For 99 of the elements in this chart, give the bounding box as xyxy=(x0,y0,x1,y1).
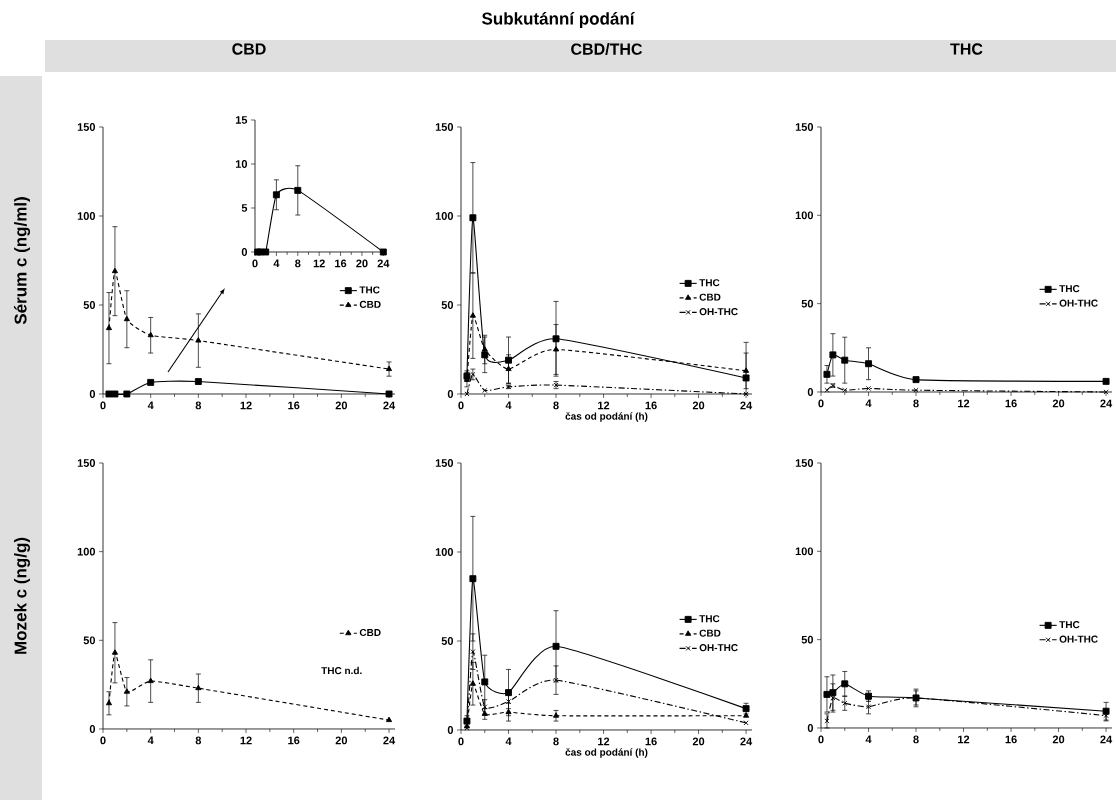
x-tick-label: 4 xyxy=(865,735,872,744)
legend-label: OH-THC xyxy=(1059,299,1098,307)
x-tick-label: 20 xyxy=(1052,735,1065,744)
y-tick-label: 10 xyxy=(235,160,248,168)
y-tick-label: 50 xyxy=(801,299,814,308)
x-tick-label: 0 xyxy=(818,735,824,744)
x-tick-label: 0 xyxy=(100,736,106,745)
x-tick-label: 20 xyxy=(335,401,348,410)
x-tick-label: 8 xyxy=(913,399,919,408)
x-tick-label: 0 xyxy=(458,737,464,746)
y-tick-label: 0 xyxy=(447,390,454,398)
y-tick-label: 50 xyxy=(441,637,454,645)
x-tick-label: 20 xyxy=(356,259,368,268)
y-axis-title: Sérum c (ng/ml) xyxy=(13,197,31,325)
y-tick-label: 100 xyxy=(795,211,814,220)
x-tick-label: 16 xyxy=(335,259,347,268)
y-tick-label: 5 xyxy=(241,204,248,212)
legend-label: OH-THC xyxy=(699,308,738,316)
x-tick-label: 16 xyxy=(1005,399,1017,408)
x-tick-label: 8 xyxy=(195,736,202,745)
x-tick-label: 24 xyxy=(1100,399,1113,408)
x-tick-label: 8 xyxy=(195,401,202,410)
x-tick-label: 8 xyxy=(913,735,919,744)
chart-title: CBD/THC xyxy=(571,43,643,55)
legend-label: THC xyxy=(699,615,720,623)
x-tick-label: 4 xyxy=(865,399,872,408)
x-tick-label: 12 xyxy=(240,401,252,410)
x-tick-label: 20 xyxy=(335,736,348,745)
y-tick-label: 0 xyxy=(807,388,814,396)
y-tick-label: 50 xyxy=(441,301,454,309)
x-tick-label: 4 xyxy=(505,737,512,746)
chart-title: THC xyxy=(950,43,983,55)
x-tick-label: 24 xyxy=(377,259,390,268)
y-tick-label: 50 xyxy=(83,301,96,309)
y-tick-label: 150 xyxy=(77,459,96,467)
y-tick-label: 50 xyxy=(801,635,814,644)
legend-label: CBD xyxy=(699,629,721,637)
y-tick-label: 150 xyxy=(795,123,814,131)
legend-label: CBD xyxy=(359,628,381,637)
x-tick-label: 16 xyxy=(1005,735,1017,744)
x-tick-label: 20 xyxy=(692,401,705,410)
x-tick-label: 4 xyxy=(273,259,280,268)
x-tick-label: 12 xyxy=(598,737,610,746)
text: Subkutánní podání xyxy=(482,11,635,28)
x-tick-label: 12 xyxy=(958,399,970,408)
x-tick-label: 16 xyxy=(645,737,657,746)
x-tick-label: 8 xyxy=(295,259,301,268)
legend-label: THC xyxy=(359,286,380,294)
y-tick-label: 100 xyxy=(795,547,814,556)
y-tick-label: 0 xyxy=(807,724,814,732)
y-tick-label: 0 xyxy=(241,248,248,256)
legend-label: THC xyxy=(1059,285,1080,293)
x-tick-label: 24 xyxy=(740,737,753,746)
x-axis-title: čas od podání (h) xyxy=(565,748,648,758)
x-tick-label: 4 xyxy=(505,401,512,410)
x-tick-label: 16 xyxy=(645,401,657,410)
y-tick-label: 150 xyxy=(435,459,454,467)
x-tick-label: 8 xyxy=(553,401,559,410)
legend-label: OH-THC xyxy=(699,644,738,652)
y-tick-label: 150 xyxy=(77,123,96,131)
legend-label: THC xyxy=(699,279,720,287)
legend-label: THC xyxy=(1059,621,1080,629)
x-tick-label: 8 xyxy=(553,737,559,746)
annotation: THC n.d. xyxy=(321,666,362,675)
x-tick-label: 0 xyxy=(100,401,106,410)
x-tick-label: 12 xyxy=(313,259,325,268)
x-tick-label: 4 xyxy=(147,401,154,410)
y-tick-label: 100 xyxy=(435,212,454,220)
y-tick-label: 15 xyxy=(235,116,248,124)
x-tick-label: 24 xyxy=(383,401,396,410)
x-tick-label: 24 xyxy=(740,401,753,410)
x-tick-label: 0 xyxy=(252,259,258,268)
x-tick-label: 20 xyxy=(692,737,705,746)
y-tick-label: 0 xyxy=(89,390,96,398)
x-tick-label: 16 xyxy=(288,736,300,745)
legend-label: CBD xyxy=(359,300,381,308)
x-axis-title: čas od podání (h) xyxy=(565,412,648,422)
x-tick-label: 24 xyxy=(383,736,396,745)
x-tick-label: 16 xyxy=(288,401,300,410)
x-tick-label: 4 xyxy=(147,736,154,745)
y-tick-label: 150 xyxy=(795,459,814,467)
y-tick-label: 0 xyxy=(89,725,96,733)
x-tick-label: 0 xyxy=(818,399,824,408)
y-tick-label: 0 xyxy=(447,726,454,734)
x-tick-label: 12 xyxy=(958,735,970,744)
x-tick-label: 0 xyxy=(458,401,464,410)
y-tick-label: 100 xyxy=(77,212,96,220)
y-tick-label: 50 xyxy=(83,636,96,645)
x-tick-label: 20 xyxy=(1052,399,1065,408)
y-axis-title: Mozek c (ng/g) xyxy=(14,537,30,654)
x-tick-label: 12 xyxy=(598,401,610,410)
x-tick-label: 12 xyxy=(240,736,252,745)
y-tick-label: 100 xyxy=(435,548,454,556)
legend-label: CBD xyxy=(699,293,721,301)
x-tick-label: 24 xyxy=(1100,735,1113,744)
y-tick-label: 150 xyxy=(435,123,454,131)
y-tick-label: 100 xyxy=(77,547,96,556)
legend-label: OH-THC xyxy=(1059,635,1098,643)
chart-title: CBD xyxy=(232,43,266,55)
